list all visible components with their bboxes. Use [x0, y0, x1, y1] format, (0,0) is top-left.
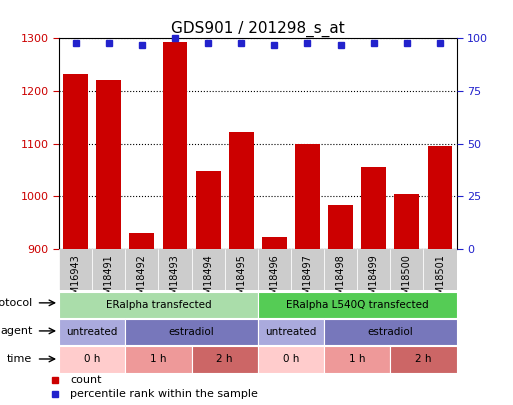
Text: GSM18495: GSM18495	[236, 254, 246, 307]
Bar	[229, 132, 253, 249]
Bar	[262, 237, 287, 249]
Bar	[59, 292, 258, 318]
Text: estradiol: estradiol	[367, 327, 413, 337]
Title: GDS901 / 201298_s_at: GDS901 / 201298_s_at	[171, 21, 345, 37]
Bar	[324, 346, 390, 373]
Bar	[195, 171, 221, 249]
Bar	[96, 79, 121, 249]
Text: untreated: untreated	[265, 327, 317, 337]
Bar	[357, 249, 390, 290]
Text: 2 h: 2 h	[415, 354, 431, 364]
Bar	[258, 292, 457, 318]
Bar	[92, 249, 125, 290]
Text: estradiol: estradiol	[169, 327, 214, 337]
Bar	[390, 249, 423, 290]
Text: ERalpha L540Q transfected: ERalpha L540Q transfected	[286, 300, 428, 310]
Bar	[191, 346, 258, 373]
Bar	[258, 319, 324, 345]
Text: GSM18499: GSM18499	[369, 254, 379, 307]
Bar	[59, 346, 125, 373]
Bar	[258, 346, 324, 373]
Bar	[125, 249, 159, 290]
Text: GSM18493: GSM18493	[170, 254, 180, 307]
Text: GSM18501: GSM18501	[435, 254, 445, 307]
Bar	[390, 346, 457, 373]
Text: GSM18492: GSM18492	[137, 254, 147, 307]
Bar	[63, 74, 88, 249]
Bar	[191, 249, 225, 290]
Text: GSM16943: GSM16943	[71, 254, 81, 307]
Bar	[258, 249, 291, 290]
Text: ERalpha transfected: ERalpha transfected	[106, 300, 211, 310]
Bar	[59, 249, 92, 290]
Bar	[324, 249, 357, 290]
Text: time: time	[7, 354, 32, 364]
Bar	[291, 249, 324, 290]
Text: count: count	[70, 375, 102, 385]
Bar	[163, 42, 187, 249]
Text: GSM18500: GSM18500	[402, 254, 412, 307]
Text: GSM18497: GSM18497	[303, 254, 312, 307]
Bar	[159, 249, 191, 290]
Text: 0 h: 0 h	[84, 354, 101, 364]
Text: untreated: untreated	[67, 327, 118, 337]
Bar	[328, 205, 353, 249]
Bar	[295, 144, 320, 249]
Bar	[59, 319, 125, 345]
Bar	[427, 146, 452, 249]
Text: agent: agent	[0, 326, 32, 336]
Text: GSM18496: GSM18496	[269, 254, 280, 307]
Text: GSM18491: GSM18491	[104, 254, 114, 307]
Text: percentile rank within the sample: percentile rank within the sample	[70, 389, 258, 399]
Bar	[324, 319, 457, 345]
Bar	[423, 249, 457, 290]
Text: GSM18494: GSM18494	[203, 254, 213, 307]
Text: 2 h: 2 h	[216, 354, 233, 364]
Text: GSM18498: GSM18498	[336, 254, 346, 307]
Bar	[225, 249, 258, 290]
Text: 0 h: 0 h	[283, 354, 299, 364]
Text: 1 h: 1 h	[349, 354, 365, 364]
Bar	[125, 319, 258, 345]
Bar	[125, 346, 191, 373]
Text: protocol: protocol	[0, 298, 32, 308]
Bar	[129, 233, 154, 249]
Bar	[361, 167, 386, 249]
Bar	[394, 194, 419, 249]
Text: 1 h: 1 h	[150, 354, 167, 364]
